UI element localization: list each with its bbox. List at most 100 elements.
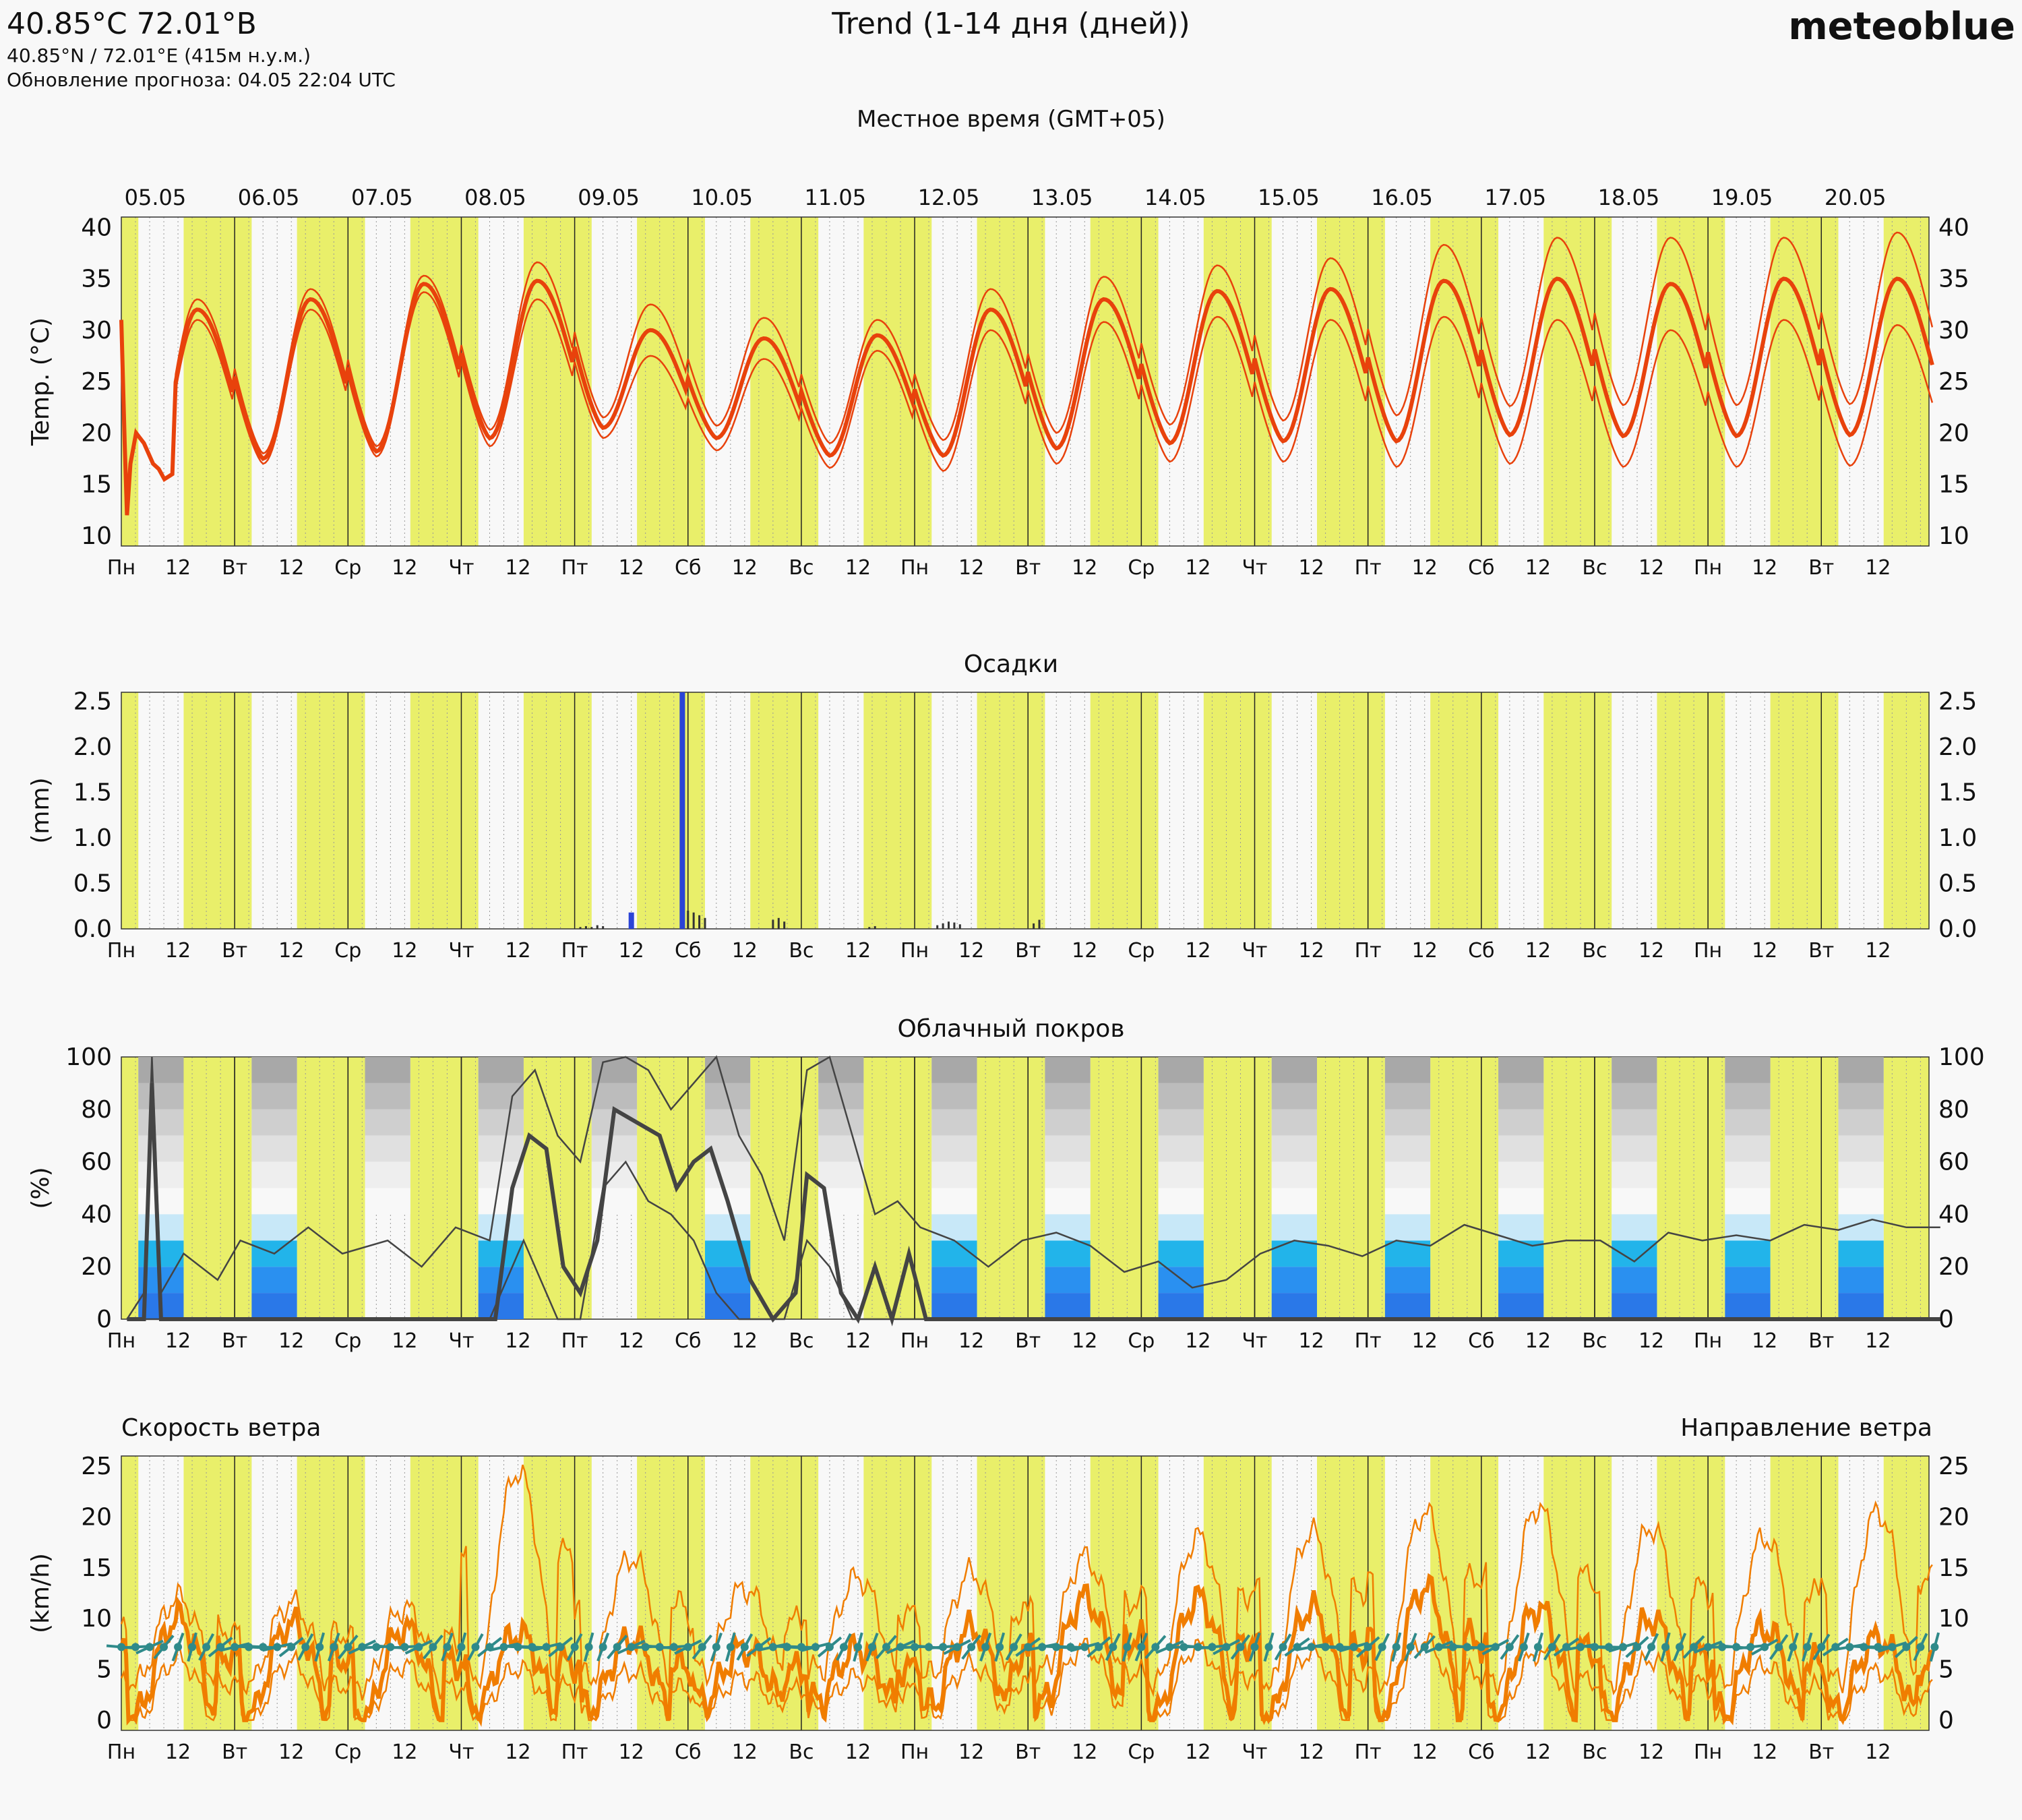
temperature-ytick-left: 20	[81, 419, 112, 447]
wind-direction-dot	[1335, 1643, 1344, 1651]
precipitation-daylight-band	[523, 692, 592, 929]
precipitation-daylight-band	[750, 692, 819, 929]
cloud-high-layer	[1498, 1109, 1544, 1136]
cloud-high-layer	[1725, 1057, 1771, 1083]
precipitation-ensemble-bar	[687, 911, 690, 929]
temperature-noon-label: 12	[1185, 556, 1211, 580]
cloud-weekday-label: Сб	[675, 1329, 701, 1353]
cloud-ytick-right: 60	[1938, 1149, 1969, 1176]
temperature-ytick-right: 35	[1938, 266, 1969, 293]
precipitation-bar	[679, 692, 685, 929]
cloud-high-layer	[1271, 1109, 1317, 1136]
precipitation-weekday-label: Ср	[334, 939, 361, 963]
cloud-high-layer	[931, 1083, 977, 1110]
cloud-noon-label: 12	[1185, 1329, 1211, 1353]
precipitation-bar	[628, 912, 634, 929]
precipitation-weekday-label: Пн	[900, 939, 929, 963]
precipitation-weekday-label: Пт	[561, 939, 588, 963]
cloud-high-layer	[1725, 1083, 1771, 1110]
wind-direction-dot	[839, 1643, 848, 1651]
cloud-high-layer	[1158, 1109, 1204, 1136]
wind-direction-dot	[599, 1643, 607, 1651]
wind-noon-label: 12	[165, 1740, 191, 1764]
temperature-ytick-left: 25	[81, 368, 112, 396]
precipitation-daylight-band	[297, 692, 365, 929]
wind-direction-dot	[811, 1643, 820, 1651]
precipitation-ensemble-bar	[590, 927, 593, 929]
wind-direction-dot	[1789, 1643, 1798, 1651]
wind-direction-dot	[160, 1643, 168, 1651]
cloud-daylight-band	[1430, 1057, 1499, 1319]
precipitation-ensemble-bar	[698, 915, 701, 929]
wind-direction-dot	[1690, 1643, 1698, 1651]
precipitation-weekday-label: Чт	[448, 939, 474, 963]
wind-weekday-label: Вт	[222, 1740, 247, 1764]
wind-noon-label: 12	[278, 1740, 304, 1764]
temperature-daylight-band	[523, 217, 592, 546]
cloud-high-layer	[1045, 1083, 1091, 1110]
cloud-high-layer	[1498, 1057, 1544, 1083]
wind-noon-label: 12	[1185, 1740, 1211, 1764]
precipitation-weekday-label: Сб	[675, 939, 701, 963]
cloud-low-layer	[931, 1240, 977, 1267]
cloud-low-layer	[931, 1214, 977, 1241]
wind-weekday-label: Вс	[789, 1740, 814, 1764]
wind-ensemble-min-line	[120, 1632, 1933, 1723]
temperature-panel: 05.05 06.05 07.05 08.05 09.05 10.05 11.05 12.05…	[27, 185, 1969, 580]
cloud-ytick-left: 0	[96, 1306, 112, 1333]
date-label: 06.05	[238, 185, 300, 210]
precipitation-weekday-label: Вт	[222, 939, 247, 963]
date-label: 16.05	[1371, 185, 1433, 210]
precipitation-weekday-label: Пт	[1355, 939, 1382, 963]
cloud-high-layer	[818, 1161, 864, 1188]
precipitation-noon-label: 12	[392, 939, 417, 963]
precipitation-ytick-right: 2.0	[1938, 733, 1977, 761]
cloud-high-layer	[1498, 1135, 1544, 1162]
wind-direction-dot	[1123, 1643, 1132, 1651]
wind-noon-label: 12	[1298, 1740, 1324, 1764]
precipitation-ensemble-bar	[868, 927, 871, 929]
precipitation-ensemble-bar	[1033, 923, 1035, 929]
cloud-low-layer	[251, 1214, 297, 1241]
temperature-noon-label: 12	[1412, 556, 1438, 580]
cloud-weekday-label: Вт	[1808, 1329, 1834, 1353]
wind-direction-dot	[1633, 1643, 1642, 1651]
cloud-high-layer	[478, 1135, 524, 1162]
cloud-low-layer	[1498, 1293, 1544, 1319]
precipitation-noon-label: 12	[1525, 939, 1551, 963]
wind-weekday-label: Вс	[1582, 1740, 1607, 1764]
temperature-daylight-band	[637, 217, 705, 546]
cloud-high-layer	[138, 1161, 184, 1188]
wind-noon-label: 12	[958, 1740, 984, 1764]
date-label: 12.05	[918, 185, 980, 210]
precipitation-ytick-left: 1.5	[73, 779, 112, 807]
precipitation-noon-label: 12	[278, 939, 304, 963]
temperature-noon-label: 12	[1752, 556, 1777, 580]
cloud-high-layer	[1158, 1135, 1204, 1162]
temperature-ytick-left: 35	[81, 266, 112, 293]
cloud-high-layer	[1498, 1161, 1544, 1188]
wind-direction-dot	[981, 1643, 990, 1651]
wind-direction-dot	[415, 1643, 423, 1651]
cloud-daylight-band	[1316, 1057, 1385, 1319]
wind-direction-dot	[400, 1643, 409, 1651]
cloud-high-layer	[251, 1109, 297, 1136]
temperature-weekday-label: Чт	[448, 556, 474, 580]
wind-ytick-right: 15	[1938, 1554, 1969, 1582]
timezone-label: Местное время (GMT+05)	[857, 106, 1165, 133]
temperature-weekday-label: Пн	[107, 556, 135, 580]
wind-direction-dot	[1916, 1643, 1925, 1651]
wind-noon-label: 12	[1072, 1740, 1097, 1764]
cloud-noon-label: 12	[958, 1329, 984, 1353]
cloud-high-layer	[138, 1083, 184, 1110]
cloud-high-layer	[1498, 1188, 1544, 1215]
temperature-noon-label: 12	[1298, 556, 1324, 580]
cloud-high-layer	[138, 1188, 184, 1215]
cloud-noon-label: 12	[1298, 1329, 1324, 1353]
date-label: 05.05	[125, 185, 187, 210]
cloud-high-layer	[704, 1109, 751, 1136]
cloud-high-layer	[251, 1135, 297, 1162]
wind-direction-dot	[1803, 1643, 1812, 1651]
cloud-ylabel: (%)	[27, 1167, 55, 1209]
cloud-daylight-band	[297, 1057, 365, 1319]
